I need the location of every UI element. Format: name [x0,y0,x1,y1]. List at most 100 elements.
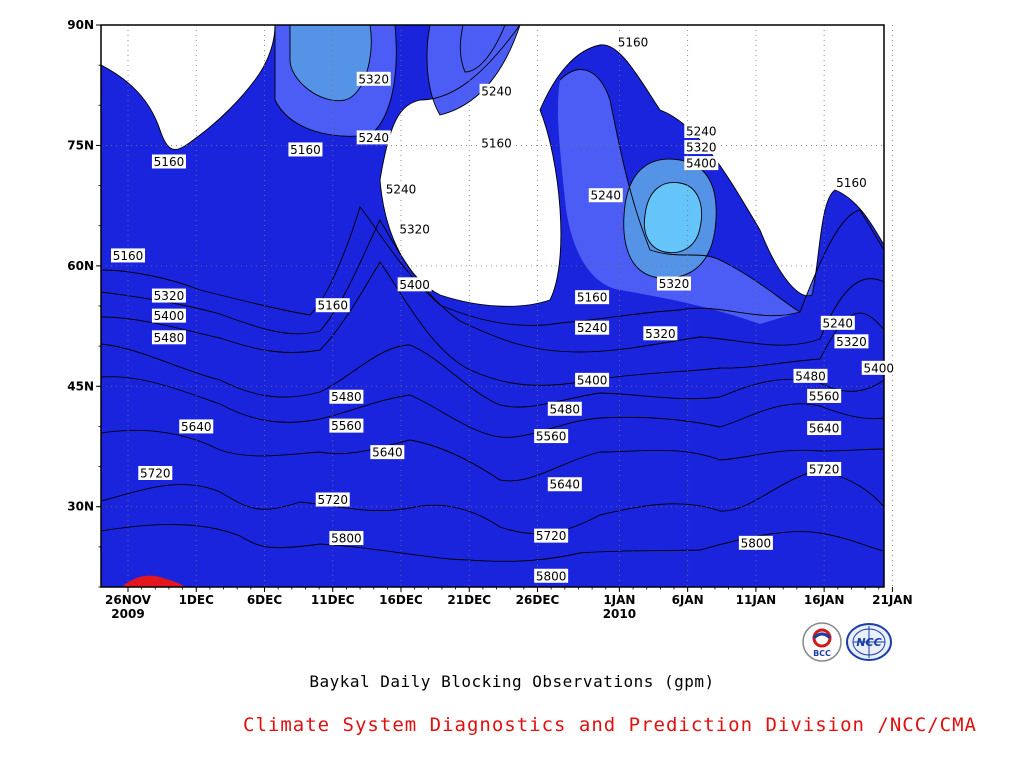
contour-line [426,25,521,116]
contour-label-bg [861,360,896,375]
contour-label-bg [288,142,323,157]
contour-label: 5720 [536,529,567,543]
contour-label: 5400 [577,373,608,387]
contour-label: 5720 [140,466,171,480]
x-tick-year: 2009 [111,607,144,621]
contour-line [101,25,276,150]
x-tick-label: 6JAN [672,593,704,607]
contour-line [101,206,884,326]
contour-label-bg [684,140,719,155]
contour-label-bg [329,418,364,433]
contour-label: 5800 [331,532,362,546]
contour-label: 5400 [863,361,894,375]
contour-label: 5160 [317,299,348,313]
y-tick-label: 90N [67,18,94,32]
contour-label-bg [179,419,214,434]
contour-line [559,69,801,313]
contour-label-bg [384,181,418,196]
contour-label: 5320 [358,72,389,86]
contour-label: 5240 [590,189,621,203]
contour-label-bg [329,389,364,404]
contour-label: 5560 [809,389,840,403]
contour-line [101,343,884,408]
contour-label-bg [534,429,569,444]
contour-label: 5480 [795,369,826,383]
contour-label-bg [111,248,145,263]
contour-label: 5320 [659,277,690,291]
x-tick-label: 1DEC [179,593,215,607]
contour-label: 5560 [331,419,362,433]
contour-label: 5400 [154,309,185,323]
contour-label-bg [138,465,173,480]
contour-label-bg [315,492,350,507]
contour-label: 5640 [372,446,403,460]
contour-label-bg [807,388,842,403]
x-tick-label: 11JAN [736,593,777,607]
contour-label: 5160 [836,176,867,190]
contour-label-bg [820,315,855,330]
contour-label-bg [684,123,719,138]
contour-label-bg [534,528,569,543]
ncc-logo: NCC [845,621,893,663]
x-tick-label: 16DEC [379,593,423,607]
contour-label-bg [329,531,364,546]
contour-label-bg [834,334,869,349]
contour-line [643,182,702,254]
contour-label-bg [356,71,391,86]
y-tick-label: 45N [67,379,94,393]
x-tick-label: 1JAN [603,593,635,607]
contour-label: 5320 [154,289,185,303]
contour-label-bg [151,288,186,303]
contour-label: 5400 [686,157,717,171]
x-tick-label: 21JAN [872,593,913,607]
contour-label-bg [547,477,582,492]
contour-label: 5400 [399,278,430,292]
contour-label: 5240 [577,321,608,335]
contour-label: 5640 [809,422,840,436]
x-tick-label: 16JAN [804,593,845,607]
x-tick-label: 26NOV [105,593,152,607]
x-tick-label: 11DEC [311,593,355,607]
x-tick-label: 6DEC [247,593,283,607]
contour-label-bg [534,568,569,583]
chart-title: Baykal Daily Blocking Observations (gpm) [309,672,715,691]
contour-line [623,158,717,279]
contour-line [101,261,884,386]
patch-north-5320 [290,25,372,101]
contour-label-bg [479,83,514,98]
contour-line [101,429,884,482]
y-tick-label: 30N [67,500,94,514]
ncc-logo-text: NCC [856,636,881,649]
contour-line [101,376,884,438]
contour-label: 5640 [181,420,212,434]
contour-label: 5480 [550,402,581,416]
contour-label: 5560 [536,430,567,444]
contour-label-bg [397,221,432,236]
contour-label-bg [684,156,719,171]
contour-label: 5320 [399,222,430,236]
contour-label-bg [834,175,869,190]
x-tick-year: 2010 [603,607,636,621]
bcc-logo: BCC [800,621,844,663]
credit-line: Climate System Diagnostics and Predictio… [243,714,977,736]
contour-label: 5240 [358,131,389,145]
contour-label: 5240 [686,124,717,138]
contour-line [289,25,372,102]
contour-label-bg [616,34,651,49]
contour-label-bg [575,372,610,387]
contour-label-bg [315,298,350,313]
y-tick-label: 75N [67,138,94,152]
contour-line [101,219,884,353]
contour-label-bg [151,154,186,169]
contour-label-bg [793,368,828,383]
contour-label-bg [370,445,405,460]
contour-label-bg [575,320,610,335]
contour-label: 5160 [154,155,185,169]
contour-label-bg [151,308,186,323]
contour-label-bg [643,326,678,341]
contour-label: 5160 [481,137,512,151]
contour-label-bg [547,401,582,416]
contour-label: 5160 [618,35,649,49]
